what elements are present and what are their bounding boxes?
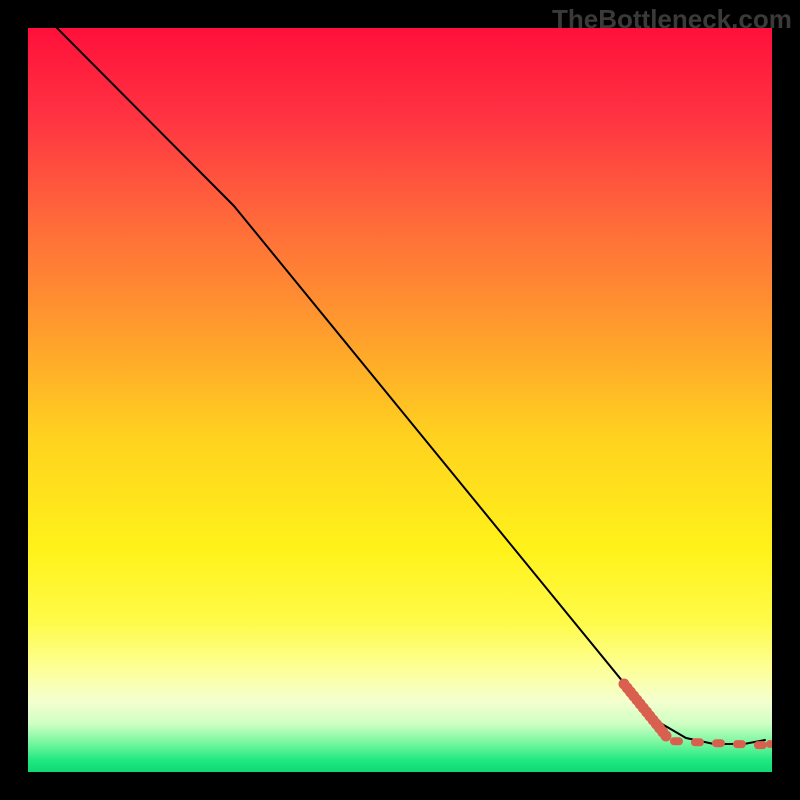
data-dash-marker <box>670 737 683 745</box>
data-dash-marker <box>754 741 767 749</box>
chart-frame: TheBottleneck.com <box>0 0 800 800</box>
data-dash-marker <box>712 739 725 747</box>
plot-area <box>28 28 772 772</box>
data-dash-marker <box>733 740 746 748</box>
attribution-watermark: TheBottleneck.com <box>552 4 792 35</box>
bottleneck-curve <box>55 28 765 744</box>
data-point-marker <box>766 740 772 748</box>
data-point-marker <box>661 731 672 742</box>
data-dash-marker <box>691 738 704 746</box>
chart-svg-overlay <box>28 28 772 772</box>
